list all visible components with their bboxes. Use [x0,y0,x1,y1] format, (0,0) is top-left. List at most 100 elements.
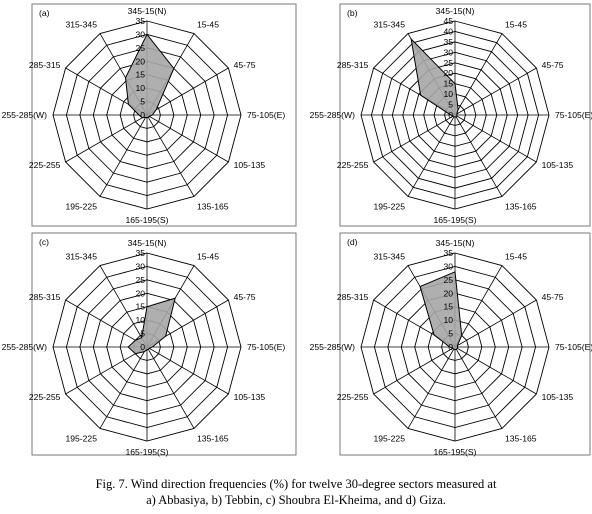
category-label: 45-75 [542,60,564,70]
radial-tick-label: 0 [140,110,145,120]
spoke [146,346,229,395]
category-label: 195-225 [373,434,405,444]
figure-caption-line-2: a) Abbasiya, b) Tebbin, c) Shoubra El-Kh… [146,493,446,507]
spoke [454,299,537,348]
radial-tick-label: 0 [448,110,453,120]
spoke [454,346,503,429]
radial-tick-label: 20 [443,68,453,78]
radial-tick-label: 30 [135,29,145,39]
category-label: 105-135 [542,392,574,402]
category-label: 285-315 [337,60,369,70]
category-label: 195-225 [65,202,97,212]
category-label: 45-75 [234,60,256,70]
radial-tick-label: 40 [443,26,453,36]
series-polygon [410,37,459,118]
category-label: 75-105(E) [555,110,592,120]
spoke [454,346,537,395]
panel-label: (b) [347,8,358,18]
radial-tick-label: 20 [135,56,145,66]
panel-frame [31,3,297,227]
spoke [454,67,537,116]
category-label: 75-105(E) [555,342,592,352]
category-label: 285-315 [337,292,369,302]
spoke [454,265,503,348]
category-label: 105-135 [234,392,266,402]
radial-tick-label: 25 [135,275,145,285]
category-label: 255-285(W) [2,342,48,352]
category-label: 75-105(E) [247,110,285,120]
category-label: 345-15(N) [436,238,475,248]
category-label: 15-45 [505,19,527,29]
panel-frame [339,3,591,227]
category-label: 15-45 [505,251,527,261]
category-label: 105-135 [542,160,574,170]
radial-tick-label: 35 [135,16,145,26]
spoke [146,114,229,163]
radial-tick-label: 45 [443,16,453,26]
spoke [65,114,148,163]
spoke [146,346,195,429]
category-label: 345-15(N) [436,6,475,16]
radial-tick-label: 25 [443,275,453,285]
category-label: 315-345 [373,251,405,261]
category-label: 135-165 [505,202,537,212]
panel-frame [339,232,591,456]
radial-tick-label: 10 [443,315,453,325]
spoke [65,346,148,395]
spoke [99,346,148,429]
radial-tick-label: 15 [443,302,453,312]
spoke [99,114,148,197]
category-label: 225-255 [29,160,61,170]
spoke [407,114,456,197]
spoke [454,33,503,116]
category-label: 15-45 [197,19,219,29]
radial-tick-label: 25 [135,43,145,53]
category-label: 165-195(S) [434,215,477,225]
category-label: 225-255 [337,160,369,170]
panel-frame [31,232,297,456]
category-label: 255-285(W) [310,342,356,352]
radial-tick-label: 10 [135,83,145,93]
category-label: 345-15(N) [128,238,167,248]
category-label: 165-195(S) [126,215,169,225]
category-label: 135-165 [197,202,229,212]
series-polygon [124,33,175,119]
spoke [407,346,456,429]
category-label: 195-225 [65,434,97,444]
figure-caption-line-1: Fig. 7. Wind direction frequencies (%) f… [95,477,497,491]
category-label: 15-45 [197,251,219,261]
radial-tick-label: 5 [140,97,145,107]
category-label: 315-345 [65,19,97,29]
radial-tick-label: 20 [443,288,453,298]
category-label: 165-195(S) [434,447,477,457]
radial-tick-label: 0 [140,342,145,352]
radial-tick-label: 35 [135,248,145,258]
panel-label: (d) [347,237,358,247]
category-label: 225-255 [29,392,61,402]
spoke [146,114,195,197]
category-label: 225-255 [337,392,369,402]
spoke [373,114,456,163]
radial-tick-label: 15 [135,70,145,80]
category-label: 165-195(S) [126,447,169,457]
radial-tick-label: 5 [448,100,453,110]
radial-tick-label: 10 [443,89,453,99]
radial-tick-label: 20 [135,288,145,298]
radial-tick-label: 5 [448,329,453,339]
radial-tick-label: 0 [448,342,453,352]
radial-tick-label: 35 [443,37,453,47]
category-label: 255-285(W) [310,110,356,120]
radial-tick-label: 15 [443,79,453,89]
category-label: 45-75 [542,292,564,302]
series-polygon [419,271,463,351]
category-label: 285-315 [29,60,61,70]
category-label: 315-345 [65,251,97,261]
radial-tick-label: 25 [443,58,453,68]
radial-tick-label: 30 [135,261,145,271]
category-label: 135-165 [197,434,229,444]
spoke [146,67,229,116]
category-label: 45-75 [234,292,256,302]
